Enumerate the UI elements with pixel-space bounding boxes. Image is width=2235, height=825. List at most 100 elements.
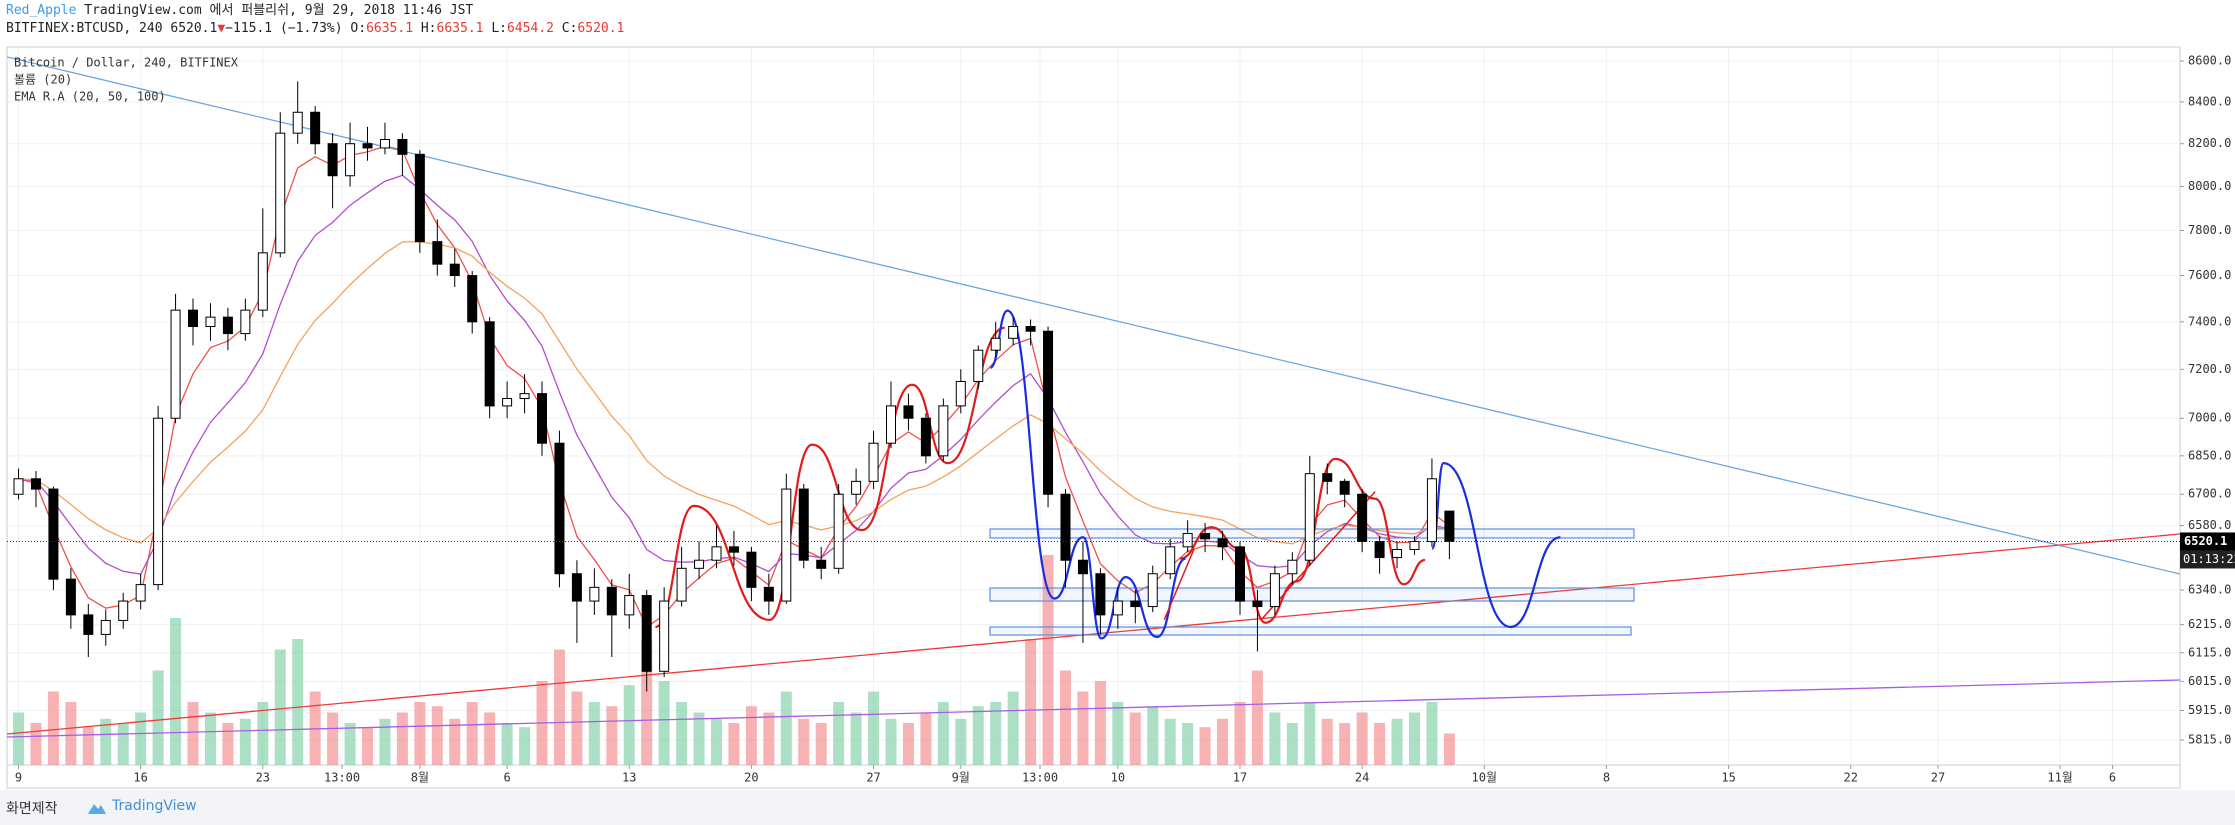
candle-body: [711, 546, 722, 561]
volume-bar: [379, 718, 391, 765]
candle-body: [379, 138, 390, 149]
volume-bar: [484, 712, 496, 765]
candle-body: [1322, 473, 1333, 482]
candle-body: [1374, 540, 1385, 559]
published: TradingView.com 에서 퍼블리쉬, 9월 29, 2018 11:…: [84, 3, 474, 18]
candle-body: [624, 595, 635, 616]
candle-body: [362, 143, 373, 149]
low-value: 6454.2: [506, 21, 554, 36]
volume-bar: [1286, 723, 1298, 765]
legend-line: 볼륨 (20): [14, 73, 72, 87]
candle-body: [554, 442, 565, 575]
candle-body: [1409, 540, 1420, 551]
x-tick-label: 16: [133, 771, 147, 785]
price-box: [2180, 532, 2235, 551]
candle-body: [1392, 549, 1403, 559]
volume-bar: [1339, 723, 1351, 765]
candle-body: [903, 405, 914, 419]
volume-bar: [798, 718, 810, 765]
candle-body: [519, 393, 530, 400]
y-tick-label: 8400.0: [2188, 94, 2231, 108]
candle-body: [1339, 480, 1350, 495]
volume-bar: [204, 712, 216, 765]
zone-box: [989, 626, 1632, 636]
volume-bar: [780, 691, 792, 765]
x-tick-label: 27: [1931, 771, 1945, 785]
candle-body: [170, 309, 181, 419]
volume-bar: [1164, 718, 1176, 765]
candle-body: [641, 595, 652, 672]
close-value: 6520.1: [577, 21, 625, 36]
volume-bar: [100, 718, 112, 765]
volume-bar: [1234, 702, 1246, 765]
volume-bar: [676, 702, 688, 765]
candle-body: [1112, 600, 1123, 616]
candle-body: [606, 586, 617, 616]
y-tick-label: 6015.0: [2188, 674, 2231, 688]
volume-bar: [833, 702, 845, 765]
grid: [7, 47, 2180, 765]
y-tick-label: 5815.0: [2188, 733, 2231, 747]
made-with: 화면제작: [6, 801, 58, 817]
candle-body: [1234, 546, 1245, 602]
candle-body: [83, 614, 94, 635]
candle-body: [537, 393, 548, 444]
candle-body: [1287, 559, 1298, 575]
candle-body: [728, 546, 739, 553]
volume-bar: [1408, 712, 1420, 765]
candle-body: [118, 600, 129, 621]
candle-body: [327, 143, 338, 177]
price-label: 6520.1: [2184, 534, 2227, 548]
volume-bar: [955, 718, 967, 765]
candle-body: [833, 493, 844, 569]
volume-bar: [745, 706, 757, 765]
volume-bar: [1199, 727, 1211, 765]
candle-body: [938, 405, 949, 457]
candle-body: [1043, 330, 1054, 495]
candle-body: [310, 111, 321, 145]
x-tick-label: 20: [744, 771, 758, 785]
volume-bar: [13, 712, 25, 765]
volume-bar: [257, 702, 269, 765]
volume-bar: [763, 712, 775, 765]
candle-body: [275, 132, 286, 254]
candle-body: [868, 442, 879, 482]
high-value: 6635.1: [436, 21, 484, 36]
volume-bar: [902, 723, 914, 765]
candle-body: [484, 321, 495, 407]
volume-bar: [868, 691, 880, 765]
volume-bar: [850, 712, 862, 765]
volume-bar: [222, 723, 234, 765]
candle-body: [571, 573, 582, 602]
publisher[interactable]: Red_Apple: [6, 3, 77, 18]
candle-body: [30, 478, 41, 490]
y-tick-label: 6700.0: [2188, 487, 2231, 501]
volume-bar: [711, 718, 723, 765]
volume-bar: [47, 691, 59, 765]
candle-body: [1008, 326, 1019, 339]
y-tick-label: 8000.0: [2188, 179, 2231, 193]
l-label: L:: [491, 21, 507, 36]
trend-line: [7, 679, 2180, 738]
wave-drawing: [989, 309, 1187, 640]
open-value: 6635.1: [366, 21, 414, 36]
brand[interactable]: TradingView: [112, 798, 197, 814]
x-tick-label: 27: [866, 771, 880, 785]
candle-body: [920, 417, 931, 457]
ema-line: [18, 174, 1450, 575]
candle-body: [1060, 493, 1071, 561]
candle-body: [990, 337, 1001, 351]
candles: [13, 81, 1455, 692]
candle-body: [1200, 533, 1211, 540]
volume-bar: [414, 702, 426, 765]
candle-body: [1130, 600, 1141, 608]
chart-frame: [6, 46, 2181, 789]
zigzag-drawing: [1163, 491, 1376, 621]
x-tick-label: 24: [1355, 771, 1369, 785]
y-tick-label: 8600.0: [2188, 54, 2231, 68]
x-tick-label: 13: [622, 771, 636, 785]
volume-bar: [1321, 718, 1333, 765]
volume-bar: [152, 670, 164, 765]
volume-bar: [187, 702, 199, 765]
volume-bar: [1251, 670, 1263, 765]
